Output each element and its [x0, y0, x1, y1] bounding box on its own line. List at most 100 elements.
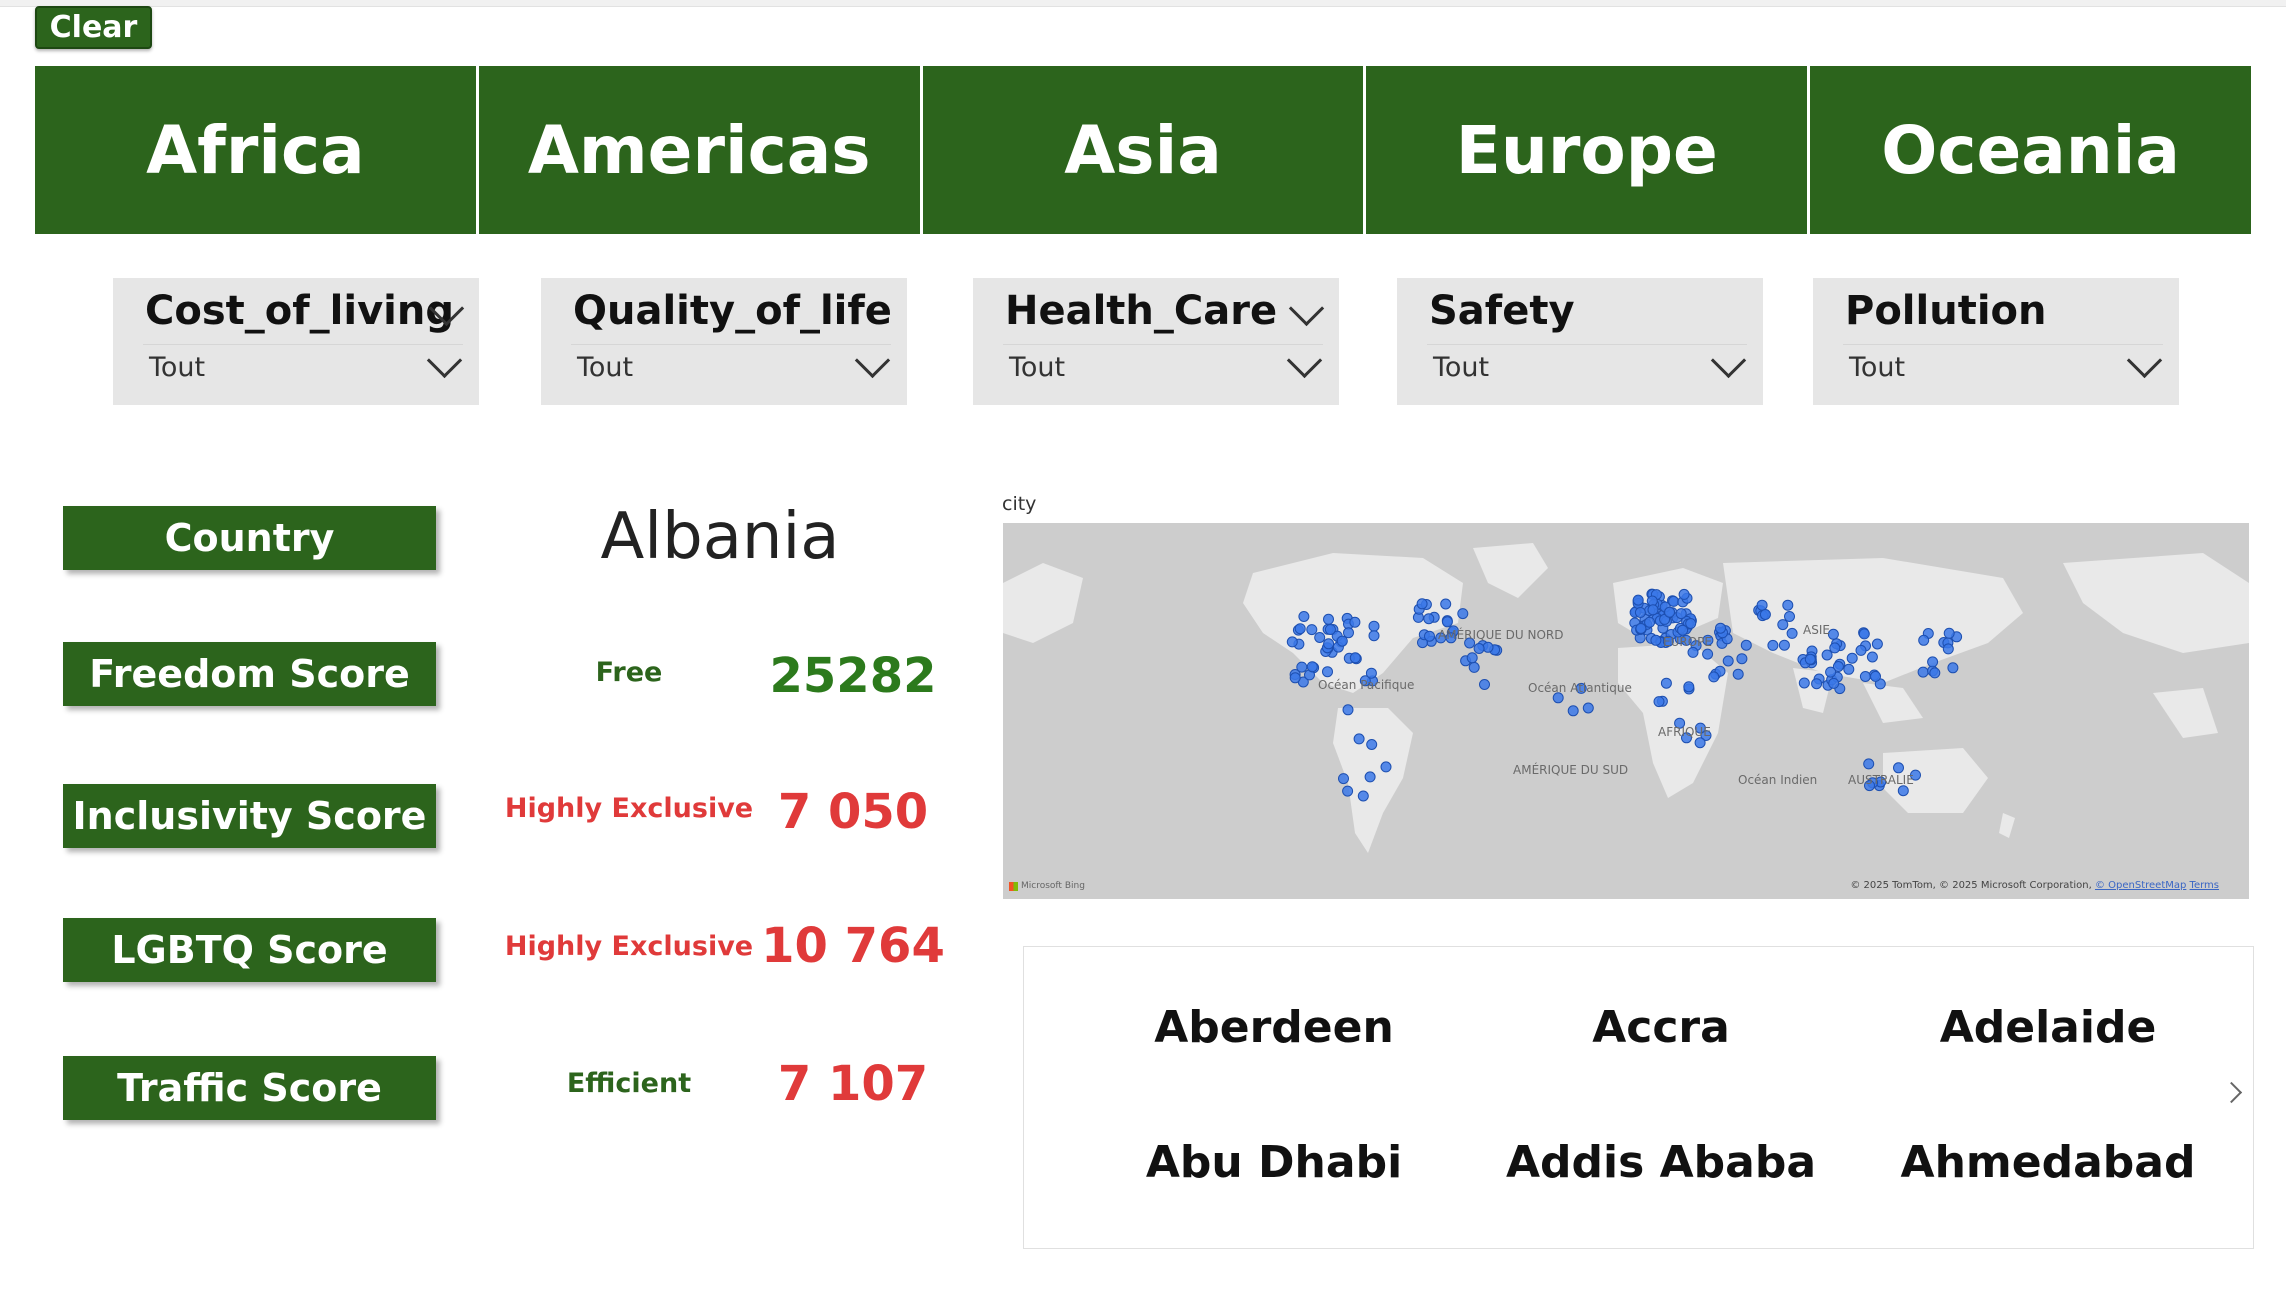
city-marker[interactable] — [1567, 705, 1579, 717]
city-marker[interactable] — [1918, 634, 1930, 646]
city-marker[interactable] — [1424, 630, 1435, 642]
city-marker[interactable] — [1322, 666, 1333, 678]
chevron-down-icon[interactable] — [1286, 342, 1323, 379]
city-marker[interactable] — [1827, 628, 1839, 640]
city-marker[interactable] — [1650, 634, 1662, 646]
city-marker[interactable] — [1855, 644, 1867, 656]
city-marker[interactable] — [1694, 737, 1706, 749]
city-marker[interactable] — [1423, 613, 1435, 625]
city-marker[interactable] — [1687, 646, 1699, 658]
city-marker[interactable] — [1843, 663, 1855, 675]
city-marker[interactable] — [1778, 639, 1790, 651]
city-marker[interactable] — [1702, 648, 1714, 660]
city-marker[interactable] — [1359, 675, 1371, 687]
city-marker[interactable] — [1342, 704, 1354, 716]
city-marker[interactable] — [1294, 623, 1306, 635]
city-marker[interactable] — [1897, 785, 1909, 797]
city-marker[interactable] — [1314, 632, 1326, 643]
city-marker[interactable] — [1440, 598, 1452, 610]
city-marker[interactable] — [1365, 667, 1377, 679]
city-marker[interactable] — [1368, 620, 1380, 632]
slicer-value[interactable]: Tout — [1009, 352, 1066, 383]
city-marker[interactable] — [1634, 607, 1646, 618]
city-marker[interactable] — [1740, 639, 1752, 651]
city-marker[interactable] — [1466, 652, 1478, 664]
city-marker[interactable] — [1342, 785, 1354, 797]
city-marker[interactable] — [1323, 638, 1335, 650]
city-marker[interactable] — [1298, 611, 1310, 622]
slicer-cost-of-living[interactable]: Cost_of_living Tout — [113, 278, 479, 405]
city-marker[interactable] — [1644, 616, 1656, 628]
city-marker[interactable] — [1660, 677, 1672, 689]
city-marker[interactable] — [1828, 677, 1840, 689]
city-marker[interactable] — [1866, 651, 1878, 663]
city-marker[interactable] — [1715, 622, 1726, 634]
city-marker[interactable] — [1685, 618, 1697, 629]
city-marker[interactable] — [1336, 635, 1348, 647]
city-marker[interactable] — [1647, 604, 1659, 616]
city-marker[interactable] — [1683, 681, 1695, 693]
city-marker[interactable] — [1756, 599, 1768, 611]
city-marker[interactable] — [1798, 677, 1810, 689]
city-marker[interactable] — [1829, 642, 1841, 654]
city-marker[interactable] — [1289, 672, 1301, 684]
city-marker[interactable] — [1323, 613, 1334, 625]
chevron-down-icon[interactable] — [1288, 290, 1325, 327]
city-marker[interactable] — [1582, 702, 1594, 714]
city-marker[interactable] — [1664, 606, 1676, 618]
city-marker[interactable] — [1858, 628, 1870, 640]
clear-button[interactable]: Clear — [35, 6, 152, 49]
city-marker[interactable] — [1575, 682, 1587, 694]
region-button-oceania[interactable]: Oceania — [1810, 66, 2251, 234]
city-marker[interactable] — [1353, 733, 1365, 745]
city-marker[interactable] — [1632, 594, 1644, 606]
city-marker[interactable] — [1324, 624, 1336, 635]
city-marker[interactable] — [1777, 619, 1789, 631]
chevron-down-icon[interactable] — [1710, 342, 1747, 379]
slicer-value[interactable]: Tout — [149, 352, 206, 383]
slicer-pollution[interactable]: Pollution Tout — [1813, 278, 2179, 405]
city-marker[interactable] — [1786, 627, 1798, 639]
city-marker[interactable] — [1296, 661, 1308, 673]
city-marker[interactable] — [1368, 630, 1380, 642]
city-marker[interactable] — [1722, 655, 1734, 667]
city-item[interactable]: Addis Ababa — [1505, 1137, 1817, 1188]
city-marker[interactable] — [1702, 634, 1714, 646]
city-marker[interactable] — [1784, 611, 1795, 622]
slicer-value[interactable]: Tout — [577, 352, 634, 383]
city-marker[interactable] — [1457, 608, 1469, 620]
city-map[interactable]: AMÉRIQUE DU NORD Océan Pacifique Océan A… — [1003, 523, 2249, 899]
city-marker[interactable] — [1927, 656, 1939, 668]
city-marker[interactable] — [1464, 637, 1476, 649]
city-marker[interactable] — [1767, 639, 1779, 651]
city-marker[interactable] — [1364, 771, 1376, 783]
city-marker[interactable] — [1445, 632, 1457, 644]
city-marker[interactable] — [1635, 622, 1647, 634]
city-marker[interactable] — [1694, 722, 1706, 734]
city-marker[interactable] — [1832, 661, 1844, 672]
city-marker[interactable] — [1286, 636, 1298, 648]
city-marker[interactable] — [1942, 643, 1954, 655]
city-marker[interactable] — [1662, 635, 1674, 647]
city-marker[interactable] — [1871, 638, 1883, 650]
region-button-americas[interactable]: Americas — [478, 66, 920, 234]
city-marker[interactable] — [1893, 762, 1904, 774]
city-marker[interactable] — [1357, 790, 1369, 802]
slicer-health-care[interactable]: Health_Care Tout — [973, 278, 1339, 405]
city-marker[interactable] — [1859, 671, 1871, 682]
city-marker[interactable] — [1468, 661, 1480, 673]
city-marker[interactable] — [1338, 773, 1349, 785]
city-marker[interactable] — [1473, 643, 1485, 654]
slicer-value[interactable]: Tout — [1849, 352, 1906, 383]
city-item[interactable]: Abu Dhabi — [1145, 1137, 1403, 1188]
city-marker[interactable] — [1804, 653, 1816, 665]
city-marker[interactable] — [1349, 652, 1361, 664]
city-marker[interactable] — [1653, 696, 1665, 708]
region-button-africa[interactable]: Africa — [35, 66, 476, 234]
city-marker[interactable] — [1675, 608, 1687, 620]
city-marker[interactable] — [1700, 730, 1712, 741]
city-marker[interactable] — [1674, 717, 1686, 729]
city-marker[interactable] — [1482, 641, 1494, 653]
chevron-down-icon[interactable] — [2126, 342, 2163, 379]
city-marker[interactable] — [1947, 662, 1959, 674]
